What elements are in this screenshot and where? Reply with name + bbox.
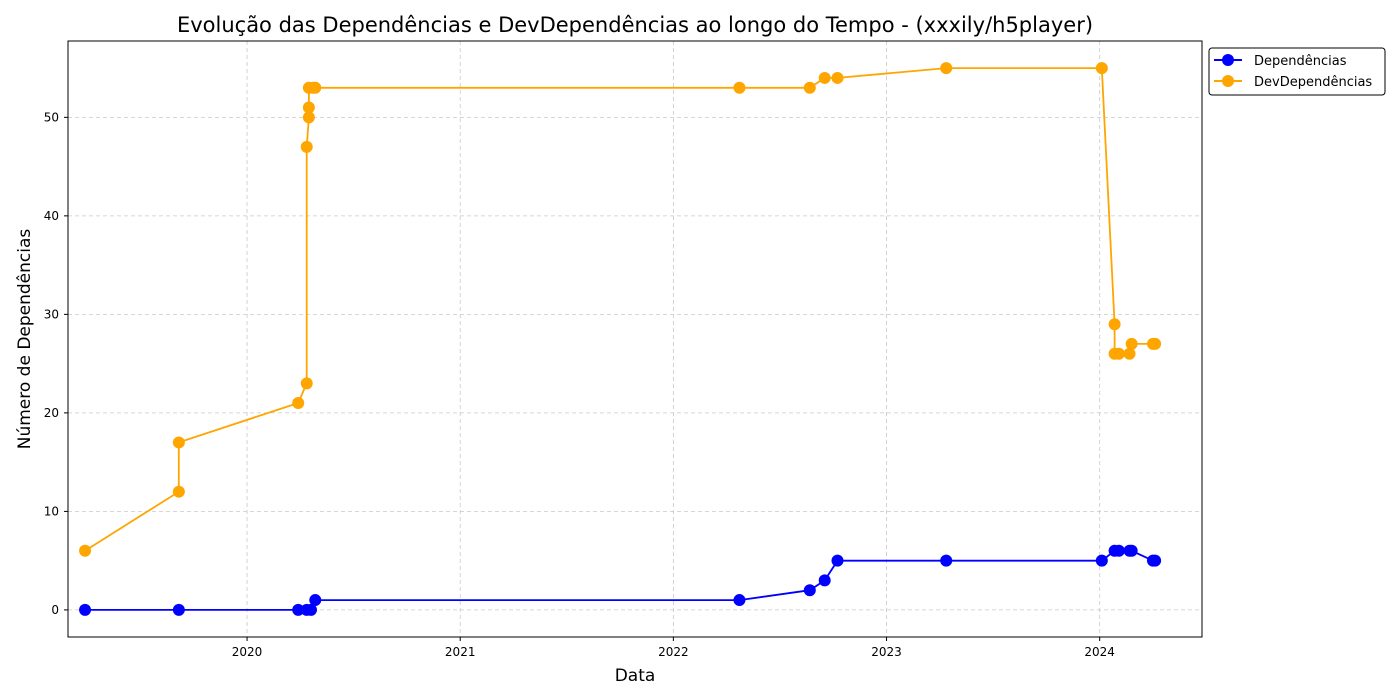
data-point-devdependencias (1149, 337, 1162, 350)
data-point-devdependencias (302, 101, 315, 114)
plot-frame (67, 40, 1203, 638)
data-point-devdependencias (300, 377, 313, 390)
legend-label-devdependencias: DevDependências (1254, 75, 1372, 90)
data-point-devdependencias (1108, 318, 1121, 331)
data-point-devdependencias (302, 111, 315, 124)
data-point-dependencias (733, 594, 746, 607)
data-point-devdependencias (1123, 347, 1136, 360)
data-point-dependencias (292, 603, 305, 616)
data-point-devdependencias (733, 81, 746, 94)
y-tick-label: 10 (44, 504, 59, 518)
legend-marker-dependencias (1222, 54, 1234, 66)
series-layer (79, 62, 1162, 616)
x-tick-label: 2024 (1084, 645, 1115, 659)
data-point-devdependencias (300, 140, 313, 153)
legend-label-dependencias: Dependências (1254, 54, 1347, 69)
data-point-devdependencias (292, 397, 305, 410)
x-tick-label: 2022 (658, 645, 689, 659)
data-point-dependencias (1112, 544, 1125, 557)
data-point-dependencias (1125, 544, 1138, 557)
data-point-devdependencias (940, 62, 953, 75)
data-point-dependencias (309, 594, 322, 607)
y-tick-label: 40 (44, 209, 59, 223)
legend: Dependências DevDependências (1208, 47, 1386, 96)
data-point-devdependencias (309, 81, 322, 94)
y-tick-label: 50 (44, 110, 59, 124)
y-axis-label: Número de Dependências (15, 229, 35, 450)
data-point-dependencias (79, 603, 92, 616)
data-point-devdependencias (831, 71, 844, 84)
data-point-devdependencias (1112, 347, 1125, 360)
data-point-dependencias (305, 603, 317, 616)
data-point-devdependencias (1095, 62, 1108, 75)
x-tick-label: 2020 (232, 645, 263, 659)
data-point-dependencias (940, 554, 953, 567)
chart-title: Evolução das Dependências e DevDependênc… (177, 13, 1093, 37)
data-point-dependencias (831, 554, 844, 567)
x-axis-label: Data (615, 666, 656, 686)
y-tick-label: 30 (44, 307, 59, 321)
data-point-devdependencias (1125, 337, 1138, 350)
data-point-dependencias (818, 574, 831, 587)
y-tick-label: 20 (44, 406, 59, 420)
x-tick-label: 2021 (445, 645, 476, 659)
legend-marker-devdependencias (1222, 75, 1234, 87)
data-point-devdependencias (803, 81, 816, 94)
x-tick-label: 2023 (871, 645, 902, 659)
data-point-dependencias (1149, 554, 1162, 567)
data-point-devdependencias (172, 436, 185, 449)
grid (68, 41, 1202, 637)
data-point-devdependencias (818, 71, 831, 84)
data-point-devdependencias (172, 485, 185, 498)
legend-box (1208, 47, 1386, 96)
data-point-dependencias (803, 584, 816, 597)
ticks: 2020 2021 2022 2023 2024 0 10 20 30 40 50 (44, 110, 1115, 659)
data-point-dependencias (172, 603, 185, 616)
data-point-devdependencias (79, 544, 92, 557)
y-tick-label: 0 (51, 603, 59, 617)
data-point-dependencias (1095, 554, 1108, 567)
